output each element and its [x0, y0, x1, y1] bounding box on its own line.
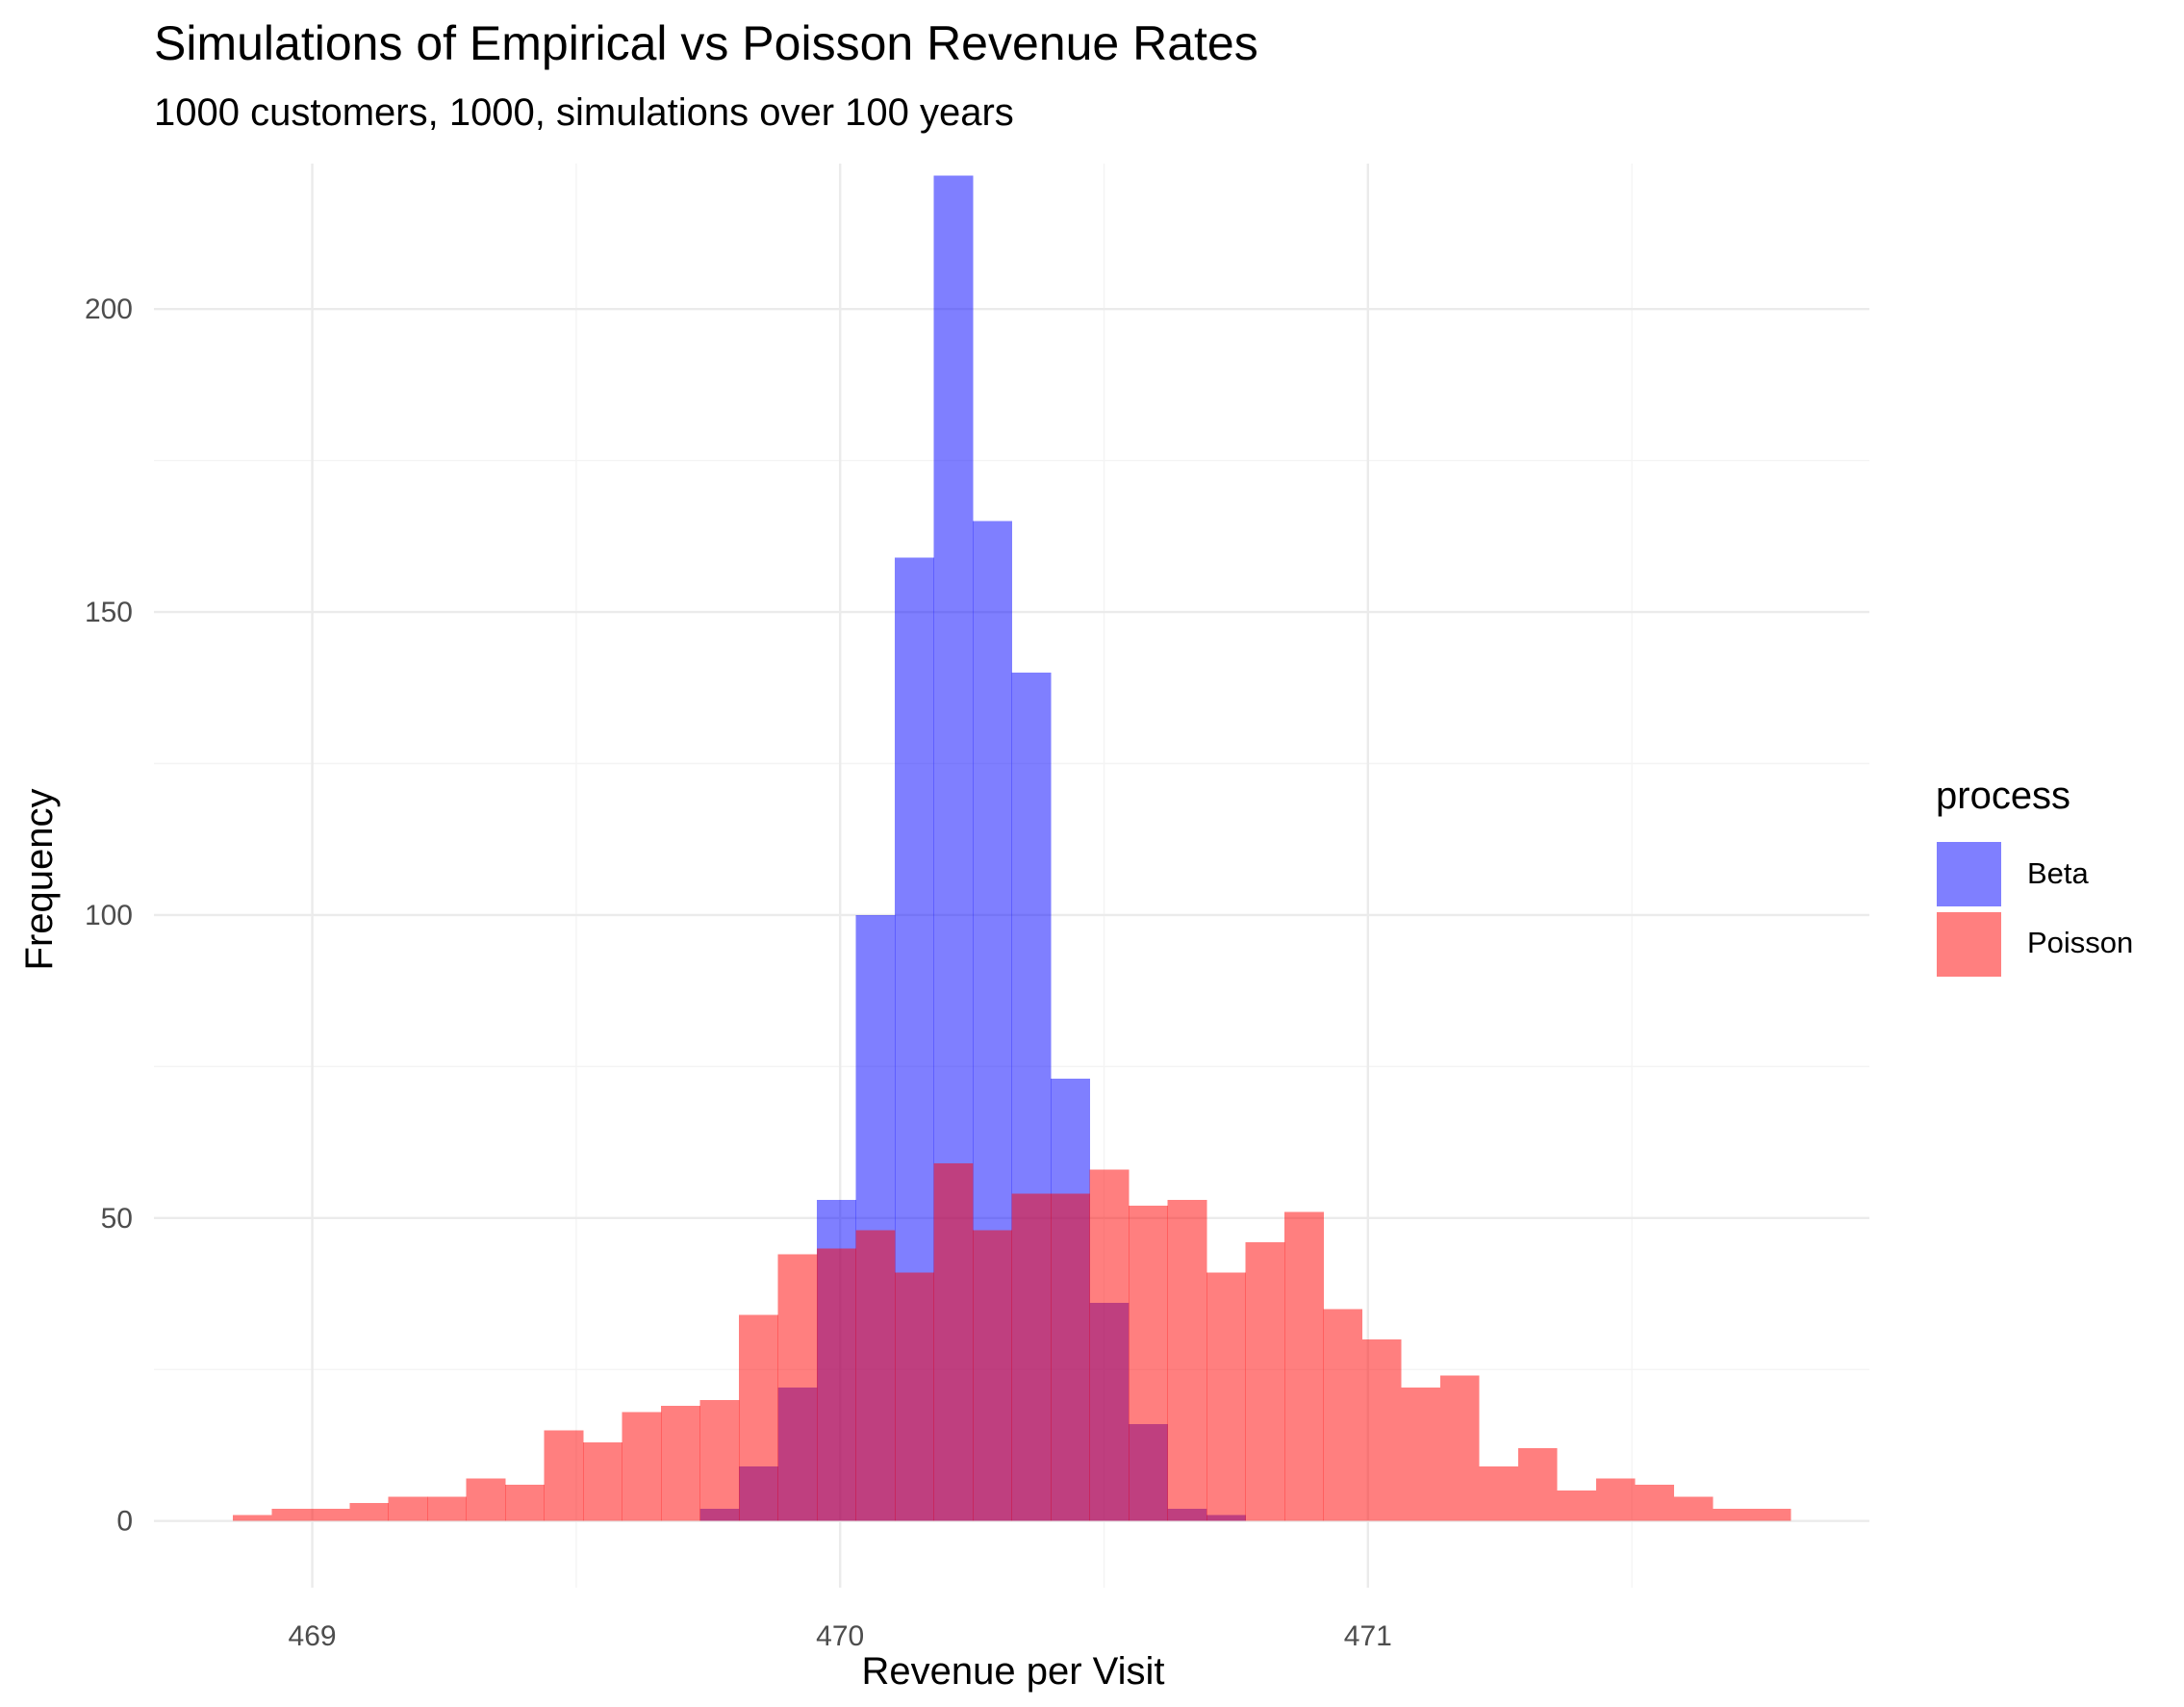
- legend-label-beta: Beta: [2027, 856, 2090, 890]
- poisson-bar: [427, 1496, 468, 1521]
- poisson-bar: [855, 1230, 896, 1521]
- poisson-bar: [622, 1412, 662, 1521]
- poisson-bar: [1557, 1490, 1597, 1521]
- poisson-bar: [1401, 1388, 1441, 1521]
- poisson-bar: [466, 1478, 506, 1521]
- chart-subtitle: 1000 customers, 1000, simulations over 1…: [154, 91, 1014, 134]
- y-axis-title: Frequency: [18, 789, 61, 971]
- poisson-bar: [1129, 1206, 1168, 1521]
- x-tick-label: 470: [816, 1620, 864, 1652]
- legend-title: process: [1936, 775, 2070, 817]
- poisson-bar: [1206, 1272, 1246, 1521]
- poisson-bar: [1323, 1309, 1363, 1521]
- poisson-bar: [1635, 1484, 1675, 1521]
- poisson-bar: [349, 1502, 390, 1521]
- poisson-bar: [310, 1509, 350, 1521]
- poisson-bar: [1361, 1338, 1402, 1521]
- poisson-bar: [1245, 1242, 1285, 1521]
- x-axis-ticks: 469 470 471: [289, 1620, 1392, 1652]
- poisson-bar: [1751, 1509, 1791, 1521]
- poisson-bar: [544, 1430, 584, 1521]
- poisson-bar: [699, 1399, 740, 1521]
- poisson-bar: [661, 1406, 700, 1521]
- legend-key-poisson: [1937, 912, 2001, 977]
- y-axis-ticks: 0 50 100 150 200: [85, 293, 133, 1538]
- poisson-bar: [1439, 1375, 1480, 1521]
- legend-key-beta: [1937, 842, 2001, 906]
- poisson-bar: [1595, 1478, 1636, 1521]
- poisson-bar: [583, 1441, 622, 1521]
- poisson-bar: [1011, 1193, 1052, 1521]
- poisson-bar: [1713, 1509, 1753, 1521]
- chart-title: Simulations of Empirical vs Poisson Reve…: [154, 16, 1258, 70]
- poisson-bar: [933, 1163, 974, 1521]
- poisson-bar: [1283, 1211, 1324, 1521]
- x-tick-label: 471: [1344, 1620, 1392, 1652]
- x-axis-title: Revenue per Visit: [862, 1650, 1165, 1693]
- legend: process Beta Poisson: [1936, 775, 2133, 977]
- poisson-bar: [271, 1509, 312, 1521]
- poisson-bar: [232, 1515, 272, 1521]
- y-tick-label: 50: [101, 1203, 133, 1235]
- poisson-bar: [1673, 1496, 1714, 1521]
- y-tick-label: 150: [85, 597, 133, 628]
- y-tick-label: 200: [85, 293, 133, 325]
- x-tick-label: 469: [289, 1620, 337, 1652]
- poisson-bar: [817, 1248, 856, 1521]
- poisson-bar: [1517, 1448, 1558, 1521]
- y-tick-label: 0: [116, 1506, 133, 1538]
- poisson-bar: [1051, 1193, 1090, 1521]
- poisson-bar: [895, 1272, 934, 1521]
- poisson-bar: [973, 1230, 1012, 1521]
- poisson-bar: [1167, 1199, 1207, 1521]
- poisson-bar: [1479, 1466, 1519, 1521]
- poisson-series: [232, 1163, 1791, 1521]
- poisson-bar: [777, 1254, 818, 1521]
- poisson-bar: [739, 1314, 778, 1521]
- poisson-bar: [388, 1496, 428, 1521]
- poisson-bar: [505, 1484, 546, 1521]
- legend-label-poisson: Poisson: [2027, 926, 2133, 959]
- poisson-bar: [1089, 1169, 1130, 1521]
- y-tick-label: 100: [85, 900, 133, 931]
